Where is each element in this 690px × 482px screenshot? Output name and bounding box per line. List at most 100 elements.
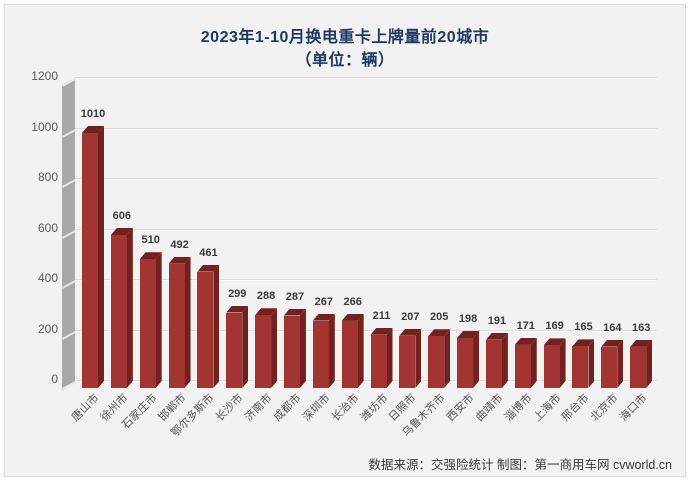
bar-side-face <box>444 329 450 388</box>
bar-side-face <box>185 257 191 388</box>
bar <box>514 344 531 388</box>
bar-top-face <box>428 329 450 336</box>
bar-top-face <box>169 257 191 264</box>
bar-value-label: 461 <box>199 246 218 259</box>
bar <box>168 263 185 388</box>
bar-side-face <box>531 338 537 388</box>
bar-value-label: 266 <box>343 295 362 308</box>
bar <box>341 320 358 388</box>
bar-value-label: 198 <box>458 313 478 325</box>
y-axis-tick-label: 200 <box>37 321 58 336</box>
bar <box>428 336 445 388</box>
bar <box>572 346 589 388</box>
bar <box>226 312 243 388</box>
bar-side-face <box>242 306 248 388</box>
bar-value-label: 267 <box>314 295 333 308</box>
bar <box>197 271 214 388</box>
gridline <box>75 329 657 332</box>
bar-value-label: 299 <box>228 287 247 300</box>
bar-top-face <box>371 328 393 335</box>
gridline <box>75 279 657 281</box>
bar-top-face <box>82 126 104 133</box>
bar-value-label: 492 <box>170 238 189 251</box>
bar-top-face <box>572 339 594 346</box>
bar-side-face <box>271 308 277 388</box>
bar-side-face <box>156 252 162 388</box>
bar <box>543 345 560 388</box>
bar-side-face <box>98 126 104 388</box>
source-note: 数据来源：交强险统计 制图：第一商用车网 cvworld.cn <box>368 458 673 472</box>
bar-top-face <box>544 338 566 345</box>
bar-side-face <box>387 328 393 388</box>
bar-top-face <box>255 308 277 315</box>
bar-top-face <box>284 309 306 316</box>
bar-top-face <box>111 228 133 235</box>
chart-title-block: 2023年1-10月换电重卡上牌量前20城市 （单位：辆） <box>0 26 690 72</box>
bar-side-face <box>415 329 421 388</box>
bar-top-face <box>630 340 652 347</box>
bar-side-face <box>473 331 479 388</box>
y-axis-tick-label: 1200 <box>31 69 58 83</box>
bar-value-label: 211 <box>372 309 391 322</box>
bar-side-face <box>588 339 594 388</box>
bar-side-face <box>617 340 623 388</box>
bar-top-face <box>226 306 248 313</box>
chart-left-wall <box>62 78 75 390</box>
bar-value-label: 191 <box>487 314 507 327</box>
gridline <box>75 127 657 130</box>
bar-side-face <box>127 228 133 388</box>
bar <box>457 338 474 388</box>
bar <box>82 132 98 388</box>
bar <box>630 346 647 388</box>
bar-top-face <box>399 329 421 336</box>
bar-value-label: 165 <box>574 321 593 334</box>
bar-top-face <box>140 252 162 259</box>
bar <box>312 320 329 388</box>
gridline <box>75 228 657 231</box>
y-axis-tick-label: 1000 <box>31 119 58 134</box>
bar <box>283 315 300 388</box>
y-axis-tick-label: 800 <box>37 170 58 184</box>
chart-subtitle: （单位：辆） <box>295 52 395 69</box>
bar <box>485 339 502 388</box>
bar-value-label: 1010 <box>80 107 106 120</box>
bar-value-label: 510 <box>141 234 160 247</box>
bar-value-label: 606 <box>112 209 132 222</box>
bar-top-face <box>342 314 364 321</box>
bar-value-label: 207 <box>401 310 420 323</box>
chart-title: 2023年1-10月换电重卡上牌量前20城市 <box>200 29 490 46</box>
bar-side-face <box>560 338 566 388</box>
bar-side-face <box>300 309 306 388</box>
bar-side-face <box>646 340 652 388</box>
bar-top-face <box>197 265 219 272</box>
bar-side-face <box>502 333 508 388</box>
bar-value-label: 171 <box>516 319 535 332</box>
bar-value-label: 164 <box>603 321 622 334</box>
bar <box>370 334 387 388</box>
bar <box>110 234 127 388</box>
bar-side-face <box>213 265 219 388</box>
y-axis-tick-label: 400 <box>37 271 58 285</box>
bar-value-label: 169 <box>545 320 564 333</box>
bar-value-label: 205 <box>430 311 449 324</box>
bar-value-label: 288 <box>256 290 276 303</box>
bar-side-face <box>329 314 335 388</box>
bar-value-label: 163 <box>631 321 651 334</box>
y-axis-tick-label: 600 <box>37 220 58 235</box>
bar <box>601 346 618 388</box>
bar <box>399 335 416 388</box>
gridline <box>75 178 657 180</box>
bar <box>255 315 272 388</box>
bar-top-face <box>515 338 537 345</box>
bar-top-face <box>601 340 623 347</box>
bar-value-label: 287 <box>285 290 305 303</box>
gridline <box>75 77 657 79</box>
gridline <box>75 380 657 382</box>
bar-top-face <box>486 333 508 340</box>
bar-side-face <box>358 314 364 388</box>
bar <box>139 259 156 388</box>
y-axis-tick-label: 0 <box>51 372 58 386</box>
bar-top-face <box>457 331 479 338</box>
